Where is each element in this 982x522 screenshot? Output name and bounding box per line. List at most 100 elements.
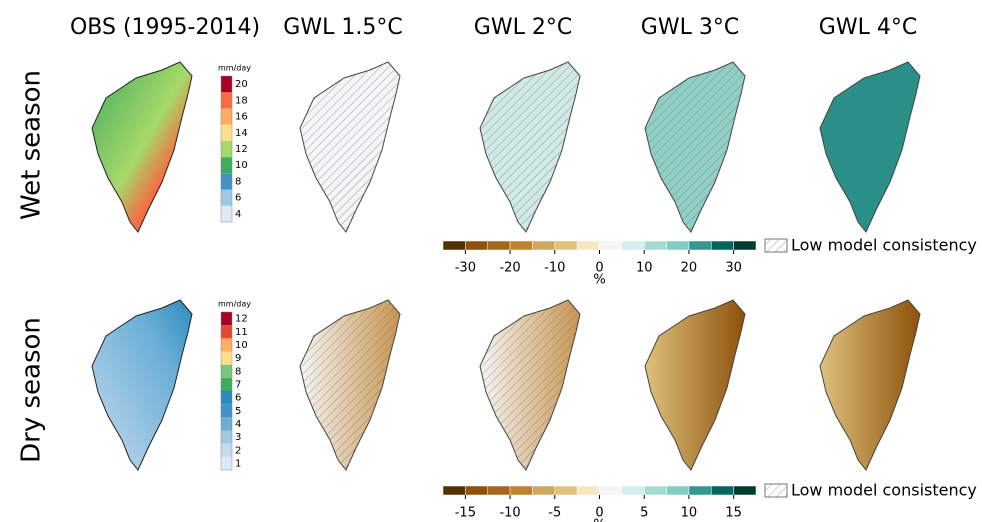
- colorbar-swatch: [221, 173, 232, 190]
- colorbar-unit: mm/day: [218, 64, 251, 73]
- colorbar-tick-label: 9: [235, 353, 241, 364]
- hatch: [300, 300, 400, 470]
- colorbar-tick-label: -10: [544, 261, 565, 276]
- map-gwl3-dry: [644, 299, 746, 471]
- colorbar-swatch: [688, 240, 712, 251]
- colorbar-tick-label: 4: [235, 209, 241, 220]
- colorbar-swatch: [221, 456, 232, 470]
- colorbar-swatch: [733, 485, 757, 496]
- colorbar-swatch: [221, 140, 232, 158]
- colorbar-tick-label: -15: [455, 506, 476, 521]
- column-title: GWL 4°C: [819, 15, 917, 40]
- colorbar-tick-label: 10: [636, 261, 653, 276]
- colorbar-swatch: [688, 485, 712, 496]
- colorbar-tick-label: -30: [455, 261, 476, 276]
- row-label: Wet season: [17, 70, 47, 220]
- colorbar-unit: %: [593, 518, 605, 522]
- colorbar-tick-label: 16: [235, 112, 248, 123]
- colorbar-swatch: [221, 338, 232, 352]
- colorbar-tick-label: 3: [235, 432, 241, 443]
- colorbar-swatch: [221, 391, 232, 405]
- colorbar-swatch: [711, 485, 734, 496]
- colorbar-tick-label: 0: [595, 261, 603, 276]
- colorbar-swatch: [221, 108, 232, 125]
- colorbar-tick-label: 8: [235, 366, 241, 377]
- colorbar-tick-label: -5: [548, 506, 561, 521]
- colorbar-swatch: [221, 205, 232, 222]
- colorbar-swatch: [221, 189, 232, 206]
- colorbar-tick-label: 14: [235, 128, 248, 139]
- column-title: GWL 3°C: [641, 15, 739, 40]
- colorbar-swatch: [532, 485, 556, 496]
- colorbar-swatch: [442, 240, 466, 251]
- colorbar-tick-label: 6: [235, 193, 241, 204]
- map-obs-wet: [91, 61, 193, 233]
- colorbar-tick-label: 10: [681, 506, 698, 521]
- colorbar-swatch: [221, 417, 232, 431]
- colorbar-swatch: [733, 240, 757, 251]
- colorbar-tick-label: 12: [235, 314, 248, 325]
- colorbar-swatch: [221, 92, 232, 109]
- hatch: [645, 62, 745, 232]
- colorbar-tick-label: 10: [235, 160, 248, 171]
- map-gwl4-dry: [819, 299, 921, 471]
- colorbar-swatch: [221, 404, 232, 418]
- column-title: GWL 1.5°C: [283, 15, 402, 40]
- colorbar-swatch: [576, 240, 600, 251]
- colorbar-tick-label: 18: [235, 95, 248, 106]
- colorbar-frame: [220, 75, 233, 223]
- colorbar-swatch: [509, 485, 533, 496]
- colorbar-tick-label: 6: [235, 393, 241, 404]
- colorbar-swatch: [576, 485, 600, 496]
- colorbar-swatch: [599, 240, 623, 251]
- colorbar-swatch: [442, 485, 466, 496]
- colorbar-tick-label: 2: [235, 445, 241, 456]
- colorbar-tick-label: 12: [235, 144, 248, 155]
- colorbar-tick-label: 0: [595, 506, 603, 521]
- map-gwl4-wet: [819, 61, 921, 233]
- colorbar-tick-label: 5: [640, 506, 648, 521]
- colorbar-tick-label: -20: [499, 261, 520, 276]
- colorbar-swatch: [666, 485, 690, 496]
- colorbar-swatch: [221, 124, 232, 141]
- colorbar-unit: mm/day: [218, 300, 251, 309]
- colorbar-frame: [220, 311, 233, 471]
- row-label: Dry season: [17, 317, 47, 463]
- colorbar-swatch: [666, 240, 690, 251]
- colorbar-swatch: [554, 240, 578, 251]
- legend-label: Low model consistency: [791, 236, 977, 255]
- column-title: OBS (1995-2014): [70, 15, 260, 40]
- colorbar-swatch: [711, 240, 734, 251]
- colorbar-swatch: [621, 240, 645, 251]
- colorbar-swatch: [599, 485, 623, 496]
- legend-swatch: [764, 483, 788, 498]
- colorbar-swatch: [465, 240, 488, 251]
- colorbar-tick-label: 4: [235, 419, 241, 430]
- colorbar-swatch: [221, 76, 232, 93]
- hatch: [300, 62, 400, 232]
- colorbar-swatch: [532, 240, 556, 251]
- legend-label: Low model consistency: [791, 481, 977, 500]
- colorbar-tick-label: 10: [235, 340, 248, 351]
- colorbar-swatch: [221, 377, 232, 391]
- map-obs-dry: [91, 299, 193, 471]
- colorbar-tick-label: 30: [725, 261, 742, 276]
- colorbar-tick-label: 11: [235, 327, 248, 338]
- colorbar-tick-label: 15: [725, 506, 742, 521]
- colorbar-tick-label: 1: [235, 458, 241, 469]
- hatch: [480, 300, 580, 470]
- colorbar-swatch: [509, 240, 533, 251]
- colorbar-tick-label: 20: [681, 261, 698, 276]
- colorbar-swatch: [487, 485, 511, 496]
- colorbar-swatch: [221, 443, 232, 457]
- colorbar-tick-label: -10: [499, 506, 520, 521]
- colorbar-tick-label: 8: [235, 176, 241, 187]
- colorbar-tick-label: 7: [235, 379, 241, 390]
- colorbar-swatch: [621, 485, 645, 496]
- colorbar-swatch: [221, 364, 232, 378]
- colorbar-swatch: [487, 240, 511, 251]
- legend-swatch: [764, 238, 788, 253]
- colorbar-tick-label: 20: [235, 79, 248, 90]
- colorbar-swatch: [643, 240, 667, 251]
